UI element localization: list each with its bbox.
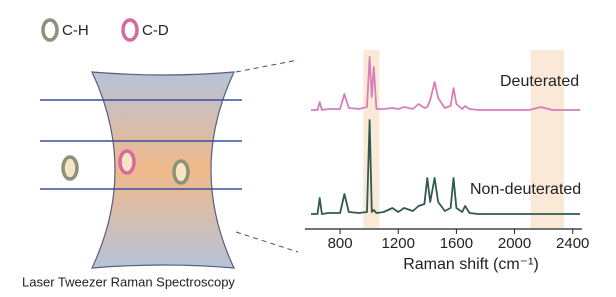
- figure: Laser Tweezer Raman Spectroscopy Raman s…: [0, 0, 616, 292]
- x-tick-label: 800: [328, 235, 353, 252]
- series-label: Deuterated: [500, 73, 579, 90]
- legend-label: C-D: [142, 22, 169, 39]
- particle: [120, 151, 134, 173]
- caption: Laser Tweezer Raman Spectroscopy: [22, 274, 235, 289]
- x-tick-label: 1200: [382, 235, 415, 252]
- particle: [174, 161, 188, 183]
- x-tick-label: 2400: [556, 235, 589, 252]
- legend-icon: [123, 20, 137, 40]
- legend-icon: [43, 20, 57, 40]
- particle: [63, 157, 77, 179]
- trap: [92, 72, 234, 268]
- x-tick-label: 2000: [498, 235, 531, 252]
- legend-label: C-H: [62, 22, 89, 39]
- zoom-line: [236, 232, 298, 252]
- x-tick-label: 1600: [440, 235, 473, 252]
- x-axis-title: Raman shift (cm⁻¹): [403, 256, 539, 273]
- series-label: Non-deuterated: [470, 181, 581, 198]
- zoom-line: [236, 60, 298, 72]
